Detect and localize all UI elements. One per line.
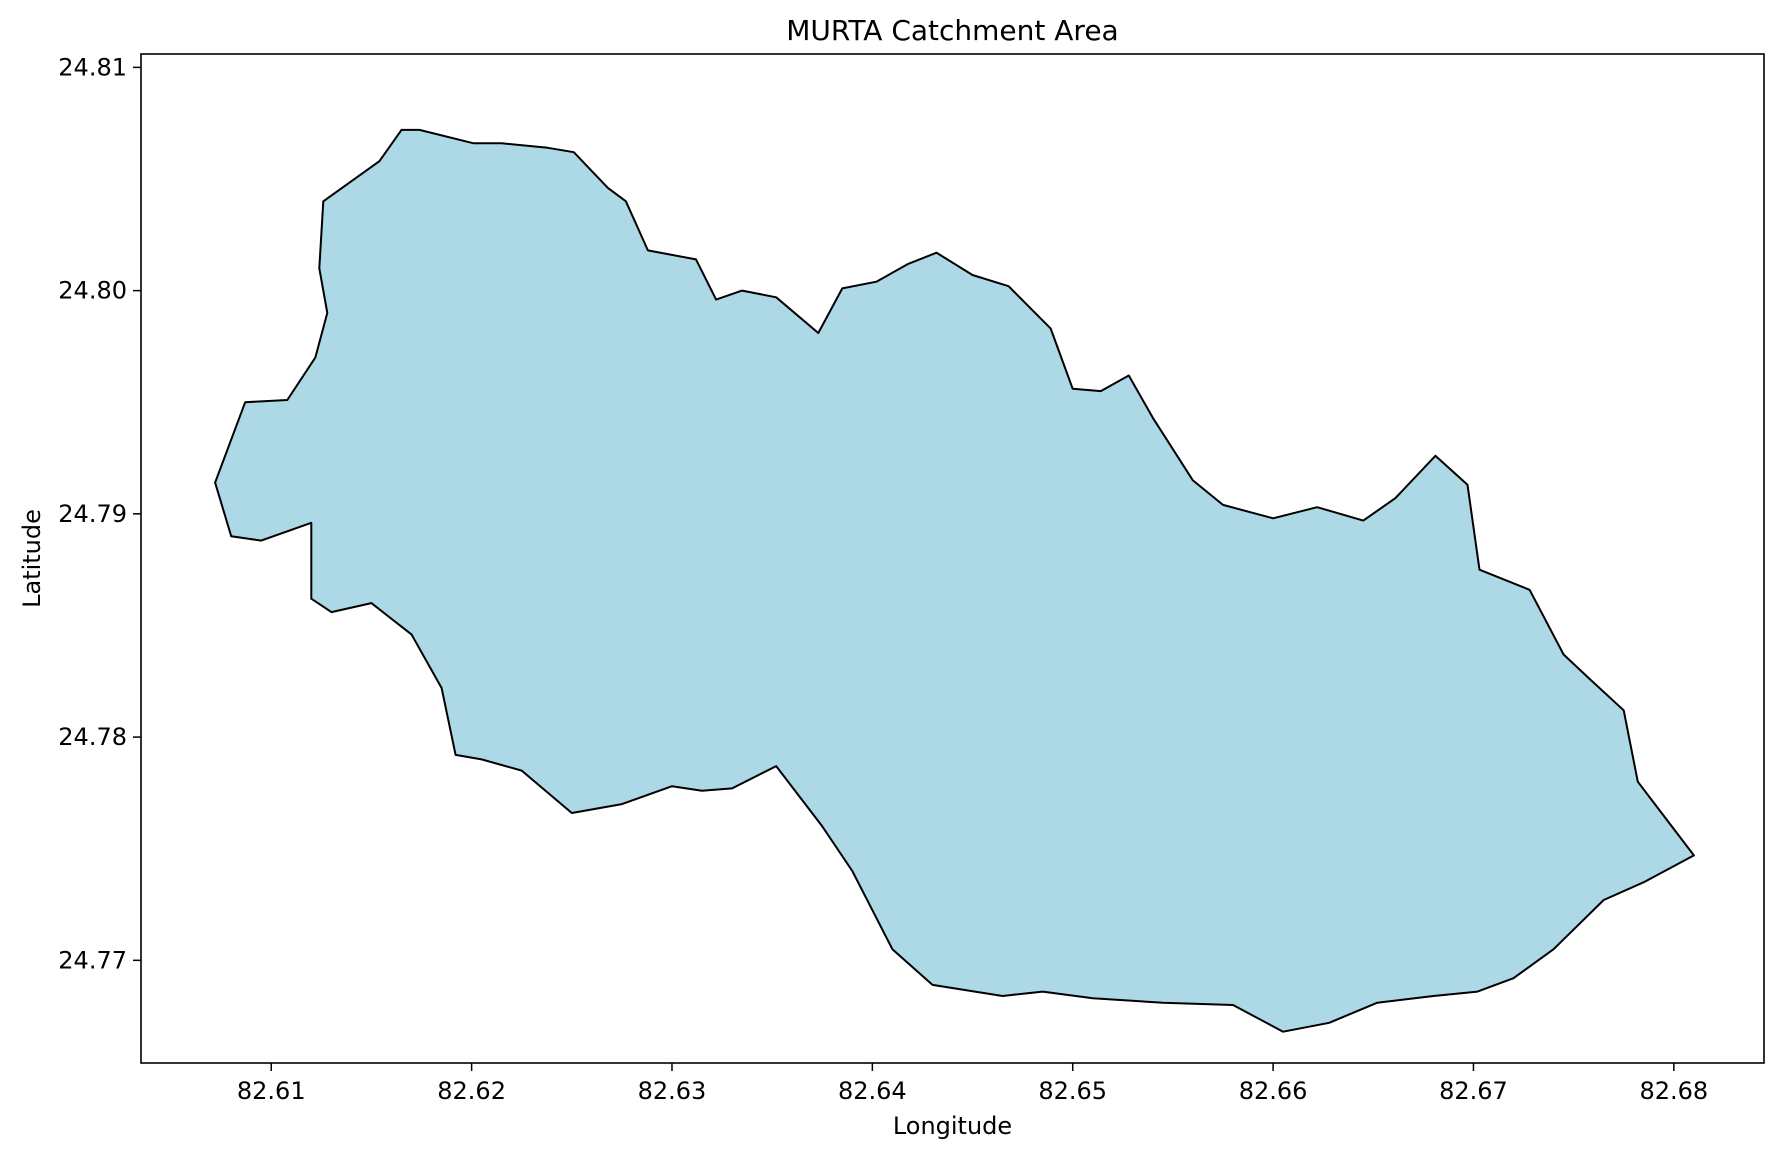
x-tick-label: 82.64 xyxy=(838,1077,907,1105)
x-tick-label: 82.63 xyxy=(638,1077,707,1105)
y-axis-label: Latitude xyxy=(18,509,46,608)
x-tick-label: 82.66 xyxy=(1239,1077,1308,1105)
x-tick-label: 82.67 xyxy=(1439,1077,1508,1105)
x-tick-label: 82.62 xyxy=(437,1077,506,1105)
y-tick-label: 24.79 xyxy=(58,500,127,528)
y-tick-label: 24.80 xyxy=(58,277,127,305)
plot-area xyxy=(214,128,1695,1033)
x-tick-label: 82.65 xyxy=(1038,1077,1107,1105)
y-tick-label: 24.77 xyxy=(58,946,127,974)
catchment-polygon-0 xyxy=(214,128,1695,1033)
axis-ticks: 82.61 82.62 82.63 82.64 82.65 82.66 82.67 82.68… xyxy=(58,53,1708,1105)
y-tick-label: 24.81 xyxy=(58,53,127,81)
x-tick-label: 82.61 xyxy=(237,1077,306,1105)
x-tick-label: 82.68 xyxy=(1639,1077,1708,1105)
chart-title: MURTA Catchment Area xyxy=(786,14,1118,47)
plot-frame xyxy=(140,53,1765,1064)
y-tick-label: 24.78 xyxy=(58,723,127,751)
x-axis-label: Longitude xyxy=(893,1112,1012,1140)
